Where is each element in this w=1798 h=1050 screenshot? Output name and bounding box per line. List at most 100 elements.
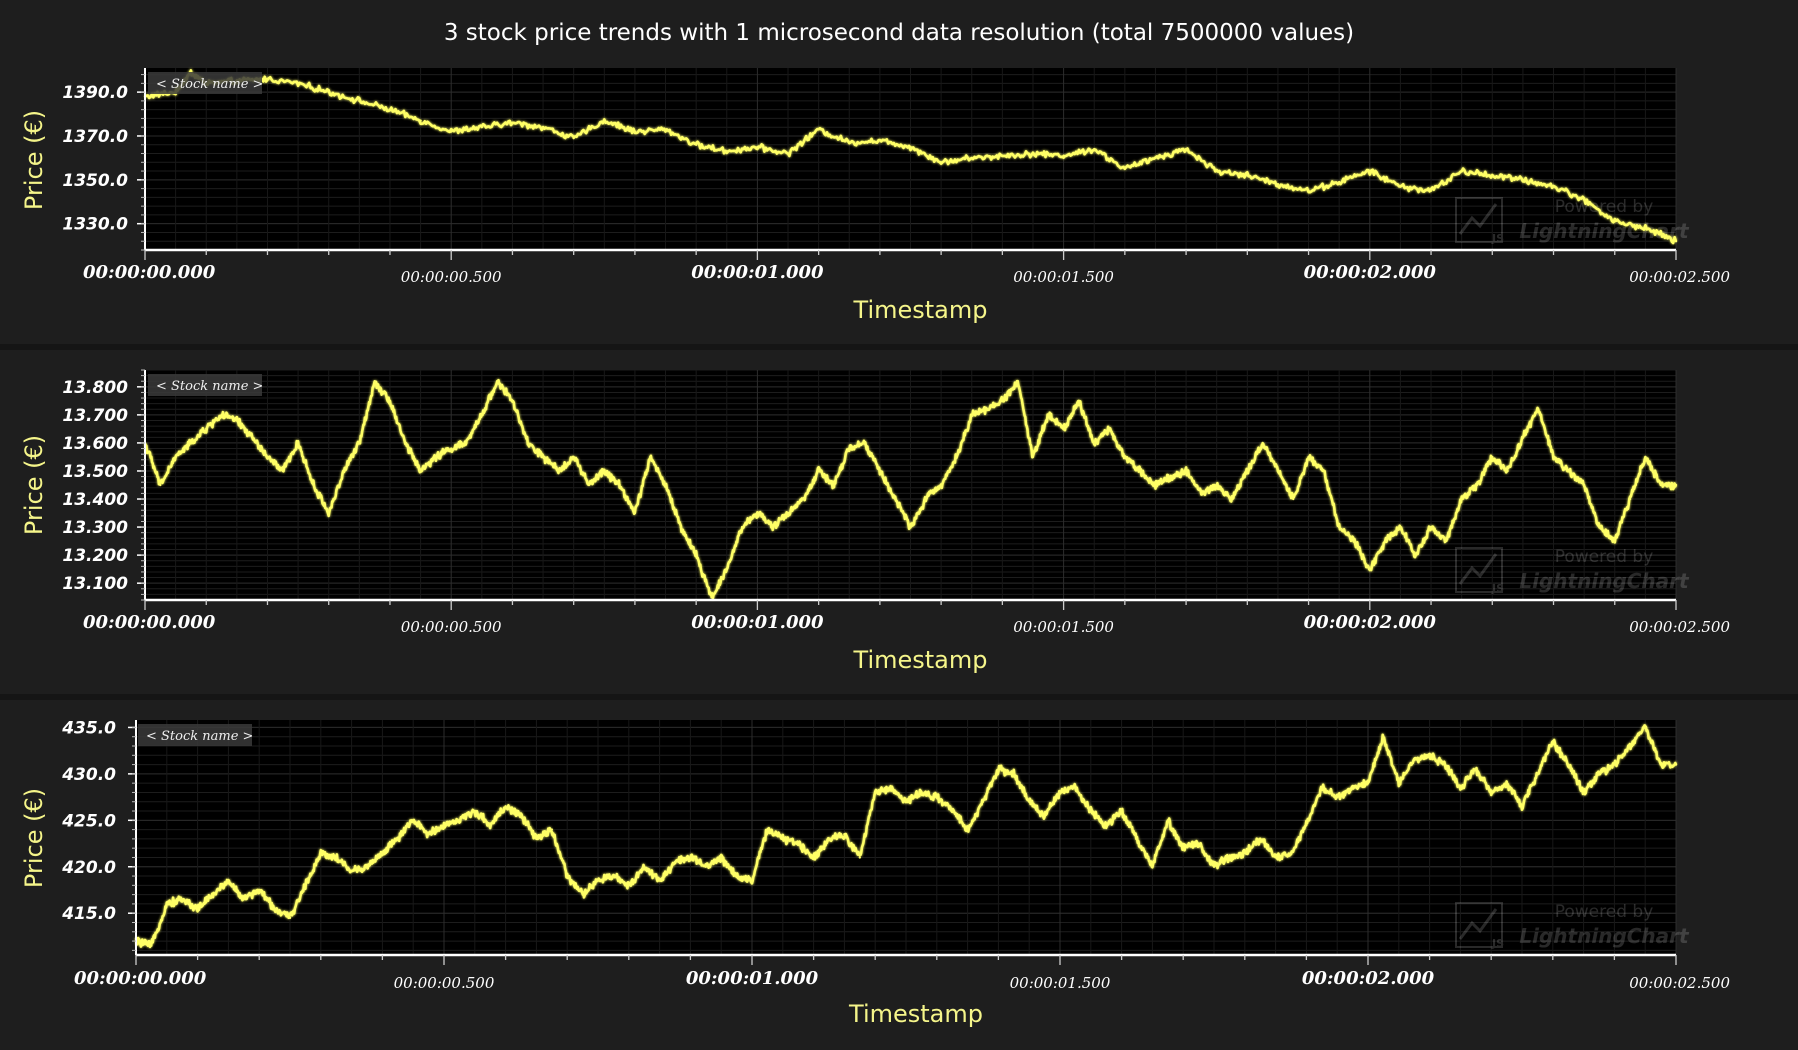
data-point <box>174 455 177 459</box>
watermark-logo <box>1455 902 1503 948</box>
data-point <box>664 128 667 131</box>
data-point <box>566 874 569 878</box>
data-point <box>1047 413 1050 417</box>
data-point <box>288 916 292 920</box>
data-point <box>327 90 330 94</box>
data-point <box>1307 455 1310 459</box>
data-point <box>442 823 446 827</box>
data-point <box>771 525 774 529</box>
data-point <box>643 865 646 868</box>
data-point <box>335 856 338 859</box>
data-point <box>1120 809 1123 813</box>
data-point <box>1135 837 1139 841</box>
data-point <box>1093 147 1096 151</box>
data-point <box>596 879 600 882</box>
data-point <box>735 874 738 878</box>
watermark-logo-mark <box>1458 203 1498 235</box>
x-tick-label: 00:00:01.500 <box>1013 618 1114 636</box>
y-tick-label: 1350.0 <box>62 171 128 191</box>
series-legend-chip[interactable]: < Stock name > <box>148 374 263 396</box>
y-tick-label: 13.300 <box>62 518 128 538</box>
data-point <box>1521 178 1525 182</box>
y-tick-label: 13.500 <box>62 462 128 482</box>
x-axis-title: Timestamp <box>848 1000 983 1028</box>
data-point <box>766 828 769 831</box>
data-point <box>618 483 621 487</box>
panel-separator <box>0 694 1798 700</box>
data-point <box>1151 865 1154 868</box>
data-point <box>710 595 713 599</box>
y-tick-label: 13.700 <box>62 406 128 426</box>
y-axis-title: Price (€) <box>20 788 48 888</box>
data-point <box>526 441 529 445</box>
x-axis-title: Timestamp <box>853 296 988 324</box>
data-point <box>319 851 322 855</box>
y-tick-label: 13.100 <box>62 574 128 594</box>
series-legend-chip[interactable]: < Stock name > <box>138 724 253 746</box>
data-point <box>220 413 223 417</box>
data-point <box>1154 483 1157 487</box>
data-point <box>388 108 392 111</box>
data-point <box>1520 805 1524 808</box>
data-point <box>981 800 985 803</box>
series-line[interactable] <box>144 69 1678 245</box>
legend-chip-background <box>148 72 262 94</box>
data-point <box>612 874 615 878</box>
x-tick-label: 00:00:01.500 <box>1010 974 1111 992</box>
data-point <box>920 791 923 794</box>
y-tick-label: 13.800 <box>62 378 128 398</box>
legend-chip-label: < Stock name > <box>146 729 253 744</box>
data-point <box>427 833 430 836</box>
data-point <box>924 497 928 501</box>
data-point <box>211 893 215 896</box>
data-point <box>1012 772 1015 776</box>
data-point <box>1459 786 1462 790</box>
data-point <box>1428 754 1431 757</box>
data-point <box>848 447 851 450</box>
data-point <box>557 469 560 473</box>
y-tick-label: 415.0 <box>61 904 116 924</box>
data-point <box>664 483 667 487</box>
data-point <box>1552 455 1555 459</box>
data-point <box>1474 768 1478 771</box>
data-point <box>863 441 866 445</box>
data-point <box>985 408 989 411</box>
data-point <box>1460 169 1463 173</box>
x-tick-label: 00:00:01.000 <box>691 612 824 633</box>
data-point <box>1215 483 1218 487</box>
data-point <box>1397 781 1401 785</box>
data-point <box>1613 220 1616 223</box>
data-point <box>1001 154 1004 157</box>
data-point <box>1567 763 1570 766</box>
data-point <box>1644 226 1647 230</box>
data-point <box>511 399 514 403</box>
data-point <box>1491 174 1494 177</box>
data-point <box>1475 483 1479 487</box>
data-point <box>587 483 591 487</box>
data-point <box>281 469 284 473</box>
data-point <box>1551 740 1555 743</box>
x-tick-label: 00:00:00.000 <box>83 612 216 633</box>
data-point <box>434 455 438 459</box>
data-point <box>1184 147 1188 151</box>
watermark-js: JS <box>1491 232 1504 245</box>
data-point <box>633 130 637 133</box>
data-point <box>535 837 538 841</box>
data-point <box>412 819 415 822</box>
data-point <box>1443 763 1447 766</box>
data-point <box>1169 475 1172 478</box>
data-point <box>458 819 461 822</box>
series-legend-chip[interactable]: < Stock name > <box>148 72 263 94</box>
data-point <box>227 879 230 882</box>
x-tick-label: 00:00:02.000 <box>1304 262 1437 283</box>
y-tick-label: 435.0 <box>61 718 116 738</box>
data-point <box>1259 837 1262 841</box>
data-point <box>935 795 938 799</box>
data-point <box>1154 156 1157 160</box>
x-tick-label: 00:00:02.500 <box>1629 268 1730 286</box>
legend-chip-background <box>148 374 262 396</box>
data-point <box>235 419 239 422</box>
